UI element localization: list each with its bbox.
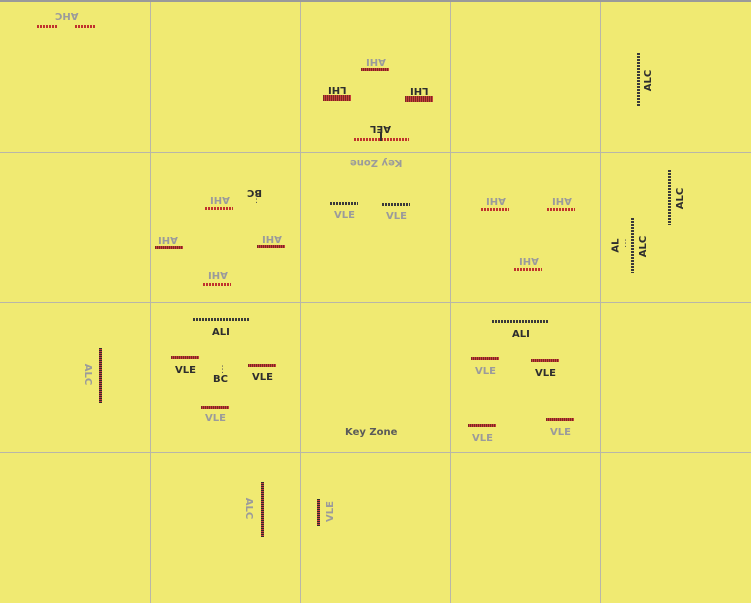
marker [257, 245, 285, 248]
label-key-zone: Key Zone [350, 157, 403, 168]
label-ahi: AHI [208, 269, 228, 280]
marker [631, 218, 634, 273]
label-ahi: AHI [210, 194, 230, 205]
marker [323, 95, 351, 101]
label-vle: VLE [475, 366, 496, 377]
label-vle: VLE [205, 413, 226, 424]
label-ali: ALI [512, 329, 530, 340]
marker [637, 53, 640, 107]
marker [155, 246, 183, 249]
marker [99, 348, 102, 403]
marker [205, 207, 233, 210]
marker [248, 364, 276, 367]
grid-line [0, 302, 751, 303]
label-alc: ALC [675, 187, 687, 210]
marker [546, 418, 574, 421]
marker [330, 202, 358, 205]
marker: ⋮ [621, 239, 630, 249]
label-ahc: AHC [55, 10, 79, 21]
label-vle: VLE [472, 433, 493, 444]
marker [37, 25, 57, 28]
label-alc: ALC [243, 497, 255, 520]
marker: ⋮ [218, 365, 227, 375]
marker [380, 133, 382, 141]
marker [668, 170, 671, 225]
label-ahi: AHI [158, 234, 178, 245]
label-vle: VLE [535, 368, 556, 379]
grid-line [0, 152, 751, 153]
label-ahi: AHI [366, 56, 386, 67]
label-al: AL [610, 238, 622, 253]
marker [171, 356, 199, 359]
label-ahi: AHI [552, 195, 572, 206]
marker [492, 320, 549, 323]
label-ahi: AHI [486, 195, 506, 206]
marker [317, 499, 320, 526]
label-ahi: AHI [262, 233, 282, 244]
marker [468, 424, 496, 427]
label-vle: VLE [324, 501, 336, 522]
label-vle: VLE [550, 427, 571, 438]
label-vle: VLE [252, 372, 273, 383]
label-lhi: LHI [410, 85, 429, 96]
marker [481, 208, 509, 211]
grid-line [0, 452, 751, 453]
label-ali: ALI [212, 327, 230, 338]
marker [514, 268, 542, 271]
marker [471, 357, 499, 360]
marker [405, 96, 433, 102]
marker [261, 482, 264, 537]
marker [193, 318, 249, 321]
marker [75, 25, 95, 28]
marker [531, 359, 559, 362]
label-vle: VLE [175, 365, 196, 376]
marker [361, 68, 389, 71]
marker [547, 208, 575, 211]
marker [201, 406, 229, 409]
label-ahi: AHI [519, 255, 539, 266]
label-bc: BC [213, 374, 228, 385]
label-alc: ALC [643, 69, 655, 92]
marker: ⋮ [252, 195, 261, 205]
marker [203, 283, 231, 286]
label-vle: VLE [334, 210, 355, 221]
label-alc: ALC [82, 363, 94, 386]
label-vle: VLE [386, 211, 407, 222]
label-alc: ALC [638, 235, 650, 258]
label-lhi: LHI [328, 84, 347, 95]
label-key-zone: Key Zone [345, 427, 398, 438]
marker [382, 203, 410, 206]
